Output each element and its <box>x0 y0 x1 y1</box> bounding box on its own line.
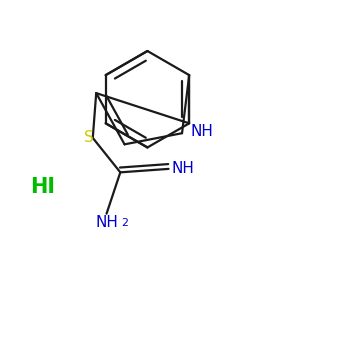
Text: NH: NH <box>172 161 195 176</box>
Text: NH: NH <box>191 124 213 139</box>
Text: 2: 2 <box>121 218 128 228</box>
Text: NH: NH <box>95 215 118 230</box>
Text: HI: HI <box>30 177 55 197</box>
Text: S: S <box>84 131 94 145</box>
